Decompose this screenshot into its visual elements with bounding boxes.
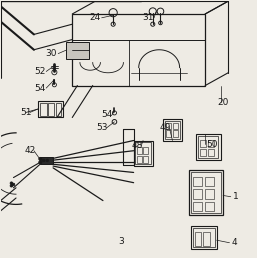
- Text: 54: 54: [35, 84, 46, 93]
- Bar: [203, 232, 209, 246]
- Bar: [137, 156, 142, 163]
- Bar: [143, 156, 149, 163]
- Text: 4: 4: [232, 238, 237, 247]
- Text: 31: 31: [142, 13, 153, 22]
- Bar: [173, 123, 178, 129]
- Bar: [205, 201, 214, 211]
- Bar: [134, 141, 153, 166]
- Bar: [48, 103, 54, 116]
- Bar: [72, 14, 205, 86]
- Text: 1: 1: [233, 192, 239, 201]
- Bar: [208, 149, 214, 156]
- Bar: [189, 170, 223, 215]
- Bar: [135, 142, 151, 164]
- Bar: [193, 201, 201, 211]
- Text: 52: 52: [35, 67, 46, 76]
- Text: 49: 49: [160, 123, 171, 132]
- Bar: [198, 136, 218, 158]
- Circle shape: [39, 161, 42, 164]
- Bar: [191, 226, 217, 249]
- Text: 24: 24: [90, 13, 101, 22]
- Bar: [166, 123, 171, 129]
- Bar: [40, 157, 53, 164]
- Text: 54: 54: [101, 110, 113, 119]
- Bar: [56, 103, 61, 116]
- Bar: [143, 147, 149, 154]
- Bar: [38, 101, 63, 117]
- Bar: [196, 134, 221, 160]
- Bar: [191, 172, 221, 213]
- Bar: [195, 232, 201, 246]
- Bar: [199, 149, 206, 156]
- Bar: [199, 140, 206, 147]
- Bar: [165, 121, 180, 139]
- Circle shape: [12, 183, 15, 186]
- Bar: [193, 228, 215, 247]
- Bar: [163, 119, 182, 141]
- Circle shape: [46, 159, 49, 162]
- Bar: [205, 189, 214, 198]
- Circle shape: [10, 182, 13, 184]
- Text: 30: 30: [45, 49, 56, 58]
- Circle shape: [10, 184, 13, 187]
- Bar: [166, 130, 171, 137]
- Text: 48: 48: [132, 141, 143, 150]
- Bar: [66, 42, 89, 59]
- Circle shape: [42, 159, 45, 162]
- Text: 20: 20: [217, 98, 229, 107]
- Text: 50: 50: [206, 140, 217, 149]
- Text: 42: 42: [24, 146, 36, 155]
- Text: 3: 3: [118, 237, 124, 246]
- Bar: [40, 103, 47, 116]
- Bar: [193, 189, 201, 198]
- Bar: [137, 147, 142, 154]
- Bar: [208, 140, 214, 147]
- Text: 53: 53: [96, 123, 107, 132]
- Bar: [193, 177, 201, 186]
- Circle shape: [39, 157, 42, 160]
- Bar: [173, 130, 178, 137]
- Text: 51: 51: [21, 108, 32, 117]
- Bar: [205, 177, 214, 186]
